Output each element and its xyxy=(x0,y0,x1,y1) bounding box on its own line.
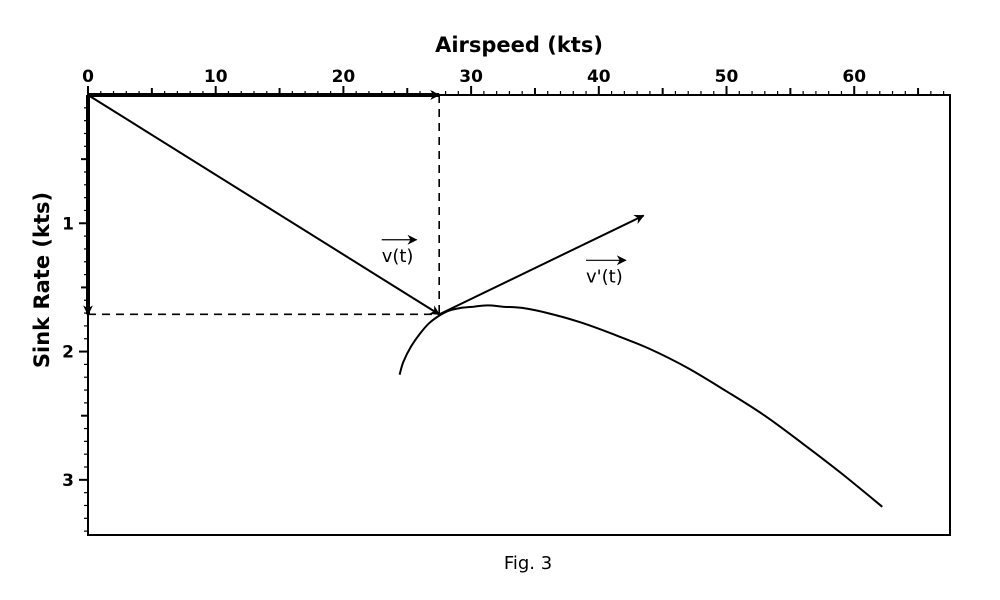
axis-ticks xyxy=(79,86,945,532)
data-series xyxy=(398,304,883,508)
vector-arrow xyxy=(87,94,441,316)
y-axis-title: Sink Rate (kts) xyxy=(30,192,54,368)
axis-tick-labels: 0 10 20 30 40 50 60 1 2 3 xyxy=(62,67,866,491)
x-tick-label: 20 xyxy=(332,67,356,87)
y-tick-label: 1 xyxy=(62,214,74,234)
x-tick-label: 40 xyxy=(587,67,611,87)
x-axis-title: Airspeed (kts) xyxy=(435,33,603,57)
vector-label: v(t) xyxy=(382,246,414,267)
y-tick-label: 2 xyxy=(62,343,74,363)
vector-label: v'(t) xyxy=(586,266,623,287)
x-tick-label: 60 xyxy=(842,67,866,87)
figure-caption: Fig. 3 xyxy=(504,553,552,574)
x-tick-label: 10 xyxy=(204,67,228,87)
x-tick-label: 50 xyxy=(715,67,739,87)
y-tick-label: 3 xyxy=(62,471,74,491)
polar-curve xyxy=(398,304,883,508)
guide-lines xyxy=(88,95,440,316)
x-tick-label: 0 xyxy=(82,67,94,87)
x-tick-label: 30 xyxy=(459,67,483,87)
vector-arrows xyxy=(83,90,645,316)
vector-labels: v(t) v'(t) xyxy=(381,234,627,287)
vector-arrow xyxy=(438,214,645,316)
